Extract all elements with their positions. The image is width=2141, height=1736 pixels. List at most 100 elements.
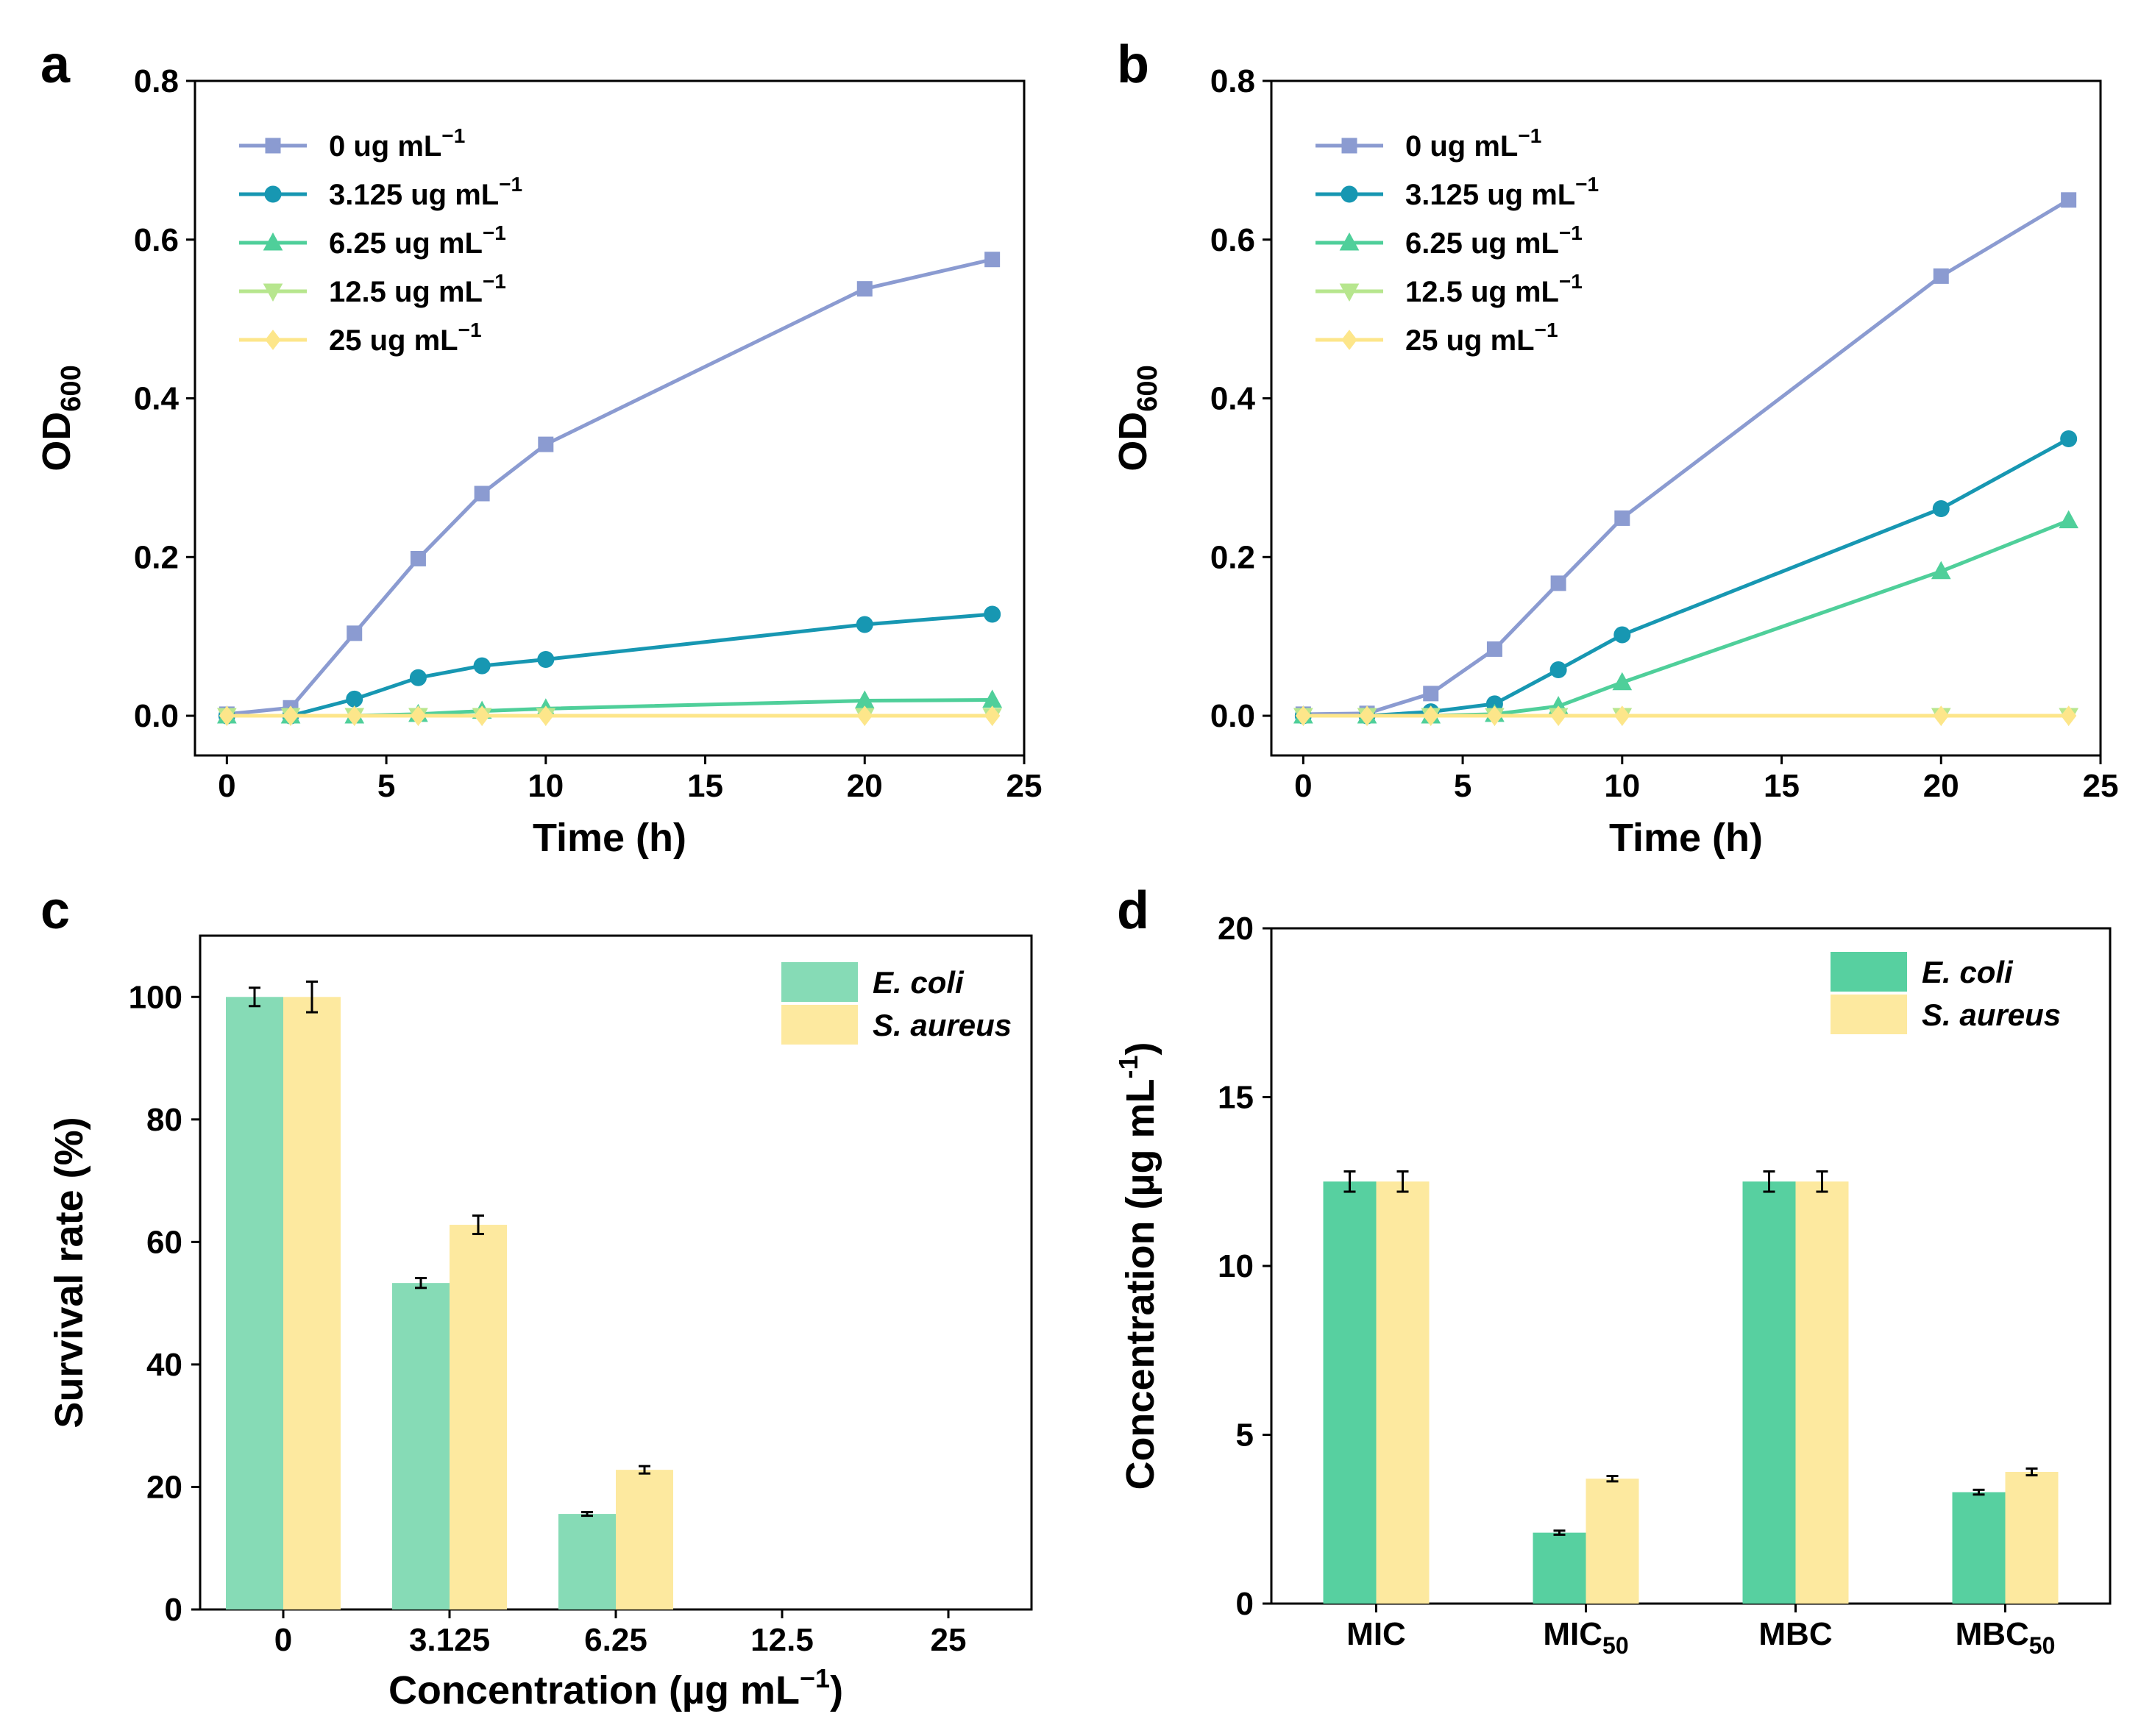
legend-label-text: 3.125 ug mL <box>1405 179 1575 211</box>
bar-e-coli <box>1323 1181 1377 1604</box>
bar-s-aureus <box>1376 1181 1430 1604</box>
series-line-2 <box>1303 519 2070 718</box>
data-point <box>410 705 427 726</box>
y-tick-label: 0.0 <box>1210 698 1255 734</box>
data-point <box>1933 705 1949 726</box>
x-axis-label: Time (h) <box>1609 816 1763 860</box>
bar-e-coli <box>1742 1181 1796 1604</box>
data-point <box>1549 661 1567 678</box>
y-axis-label-subscript: 600 <box>1132 365 1163 411</box>
y-axis-label-superscript: -1 <box>1113 1055 1143 1078</box>
data-point <box>1423 686 1439 702</box>
legend-label-superscript: −1 <box>441 124 465 147</box>
data-point <box>1612 672 1633 691</box>
legend-label-text: 3.125 ug mL <box>329 179 499 211</box>
legend-label-superscript: −1 <box>483 270 506 293</box>
legend-label-superscript: −1 <box>1518 124 1541 147</box>
legend-label: 0 ug mL−1 <box>329 124 465 163</box>
y-tick-label: 80 <box>146 1102 182 1138</box>
x-tick-label: MIC50 <box>1543 1616 1628 1659</box>
x-axis-label: Time (h) <box>533 816 686 860</box>
y-tick-label: 0 <box>165 1592 182 1628</box>
bar-s-aureus <box>283 997 341 1609</box>
data-point <box>346 690 363 708</box>
legend-label: 12.5 ug mL−1 <box>1405 270 1583 308</box>
y-tick-label: 0 <box>1236 1586 1254 1622</box>
panel-letter: d <box>1117 881 1149 940</box>
series-line-0 <box>227 257 993 716</box>
legend-marker <box>263 283 283 302</box>
data-point <box>1932 499 1950 517</box>
y-axis-label-main: OD <box>1111 412 1155 472</box>
legend-label: 25 ug mL−1 <box>329 319 482 357</box>
legend-marker <box>1339 232 1360 251</box>
legend-label-superscript: −1 <box>499 173 522 196</box>
y-tick-label: 15 <box>1218 1080 1254 1116</box>
panel-letter: c <box>40 881 70 940</box>
x-tick-label-subscript: 50 <box>2029 1632 2056 1659</box>
data-point <box>1359 705 1375 726</box>
legend-label-text: 25 ug mL <box>329 324 458 357</box>
legend-label-superscript: −1 <box>1559 270 1583 293</box>
legend-label: E. coli <box>873 965 965 1000</box>
legend-marker <box>1341 185 1358 203</box>
x-tick-label: MBC <box>1758 1616 1832 1652</box>
x-tick-label: 12.5 <box>750 1622 814 1658</box>
y-tick-label: 0.2 <box>1210 539 1255 575</box>
legend-label-superscript: −1 <box>1575 173 1599 196</box>
x-tick-label: 10 <box>528 768 564 804</box>
y-axis-label-main: OD <box>35 412 79 472</box>
plot-frame <box>193 79 1026 757</box>
series-line-0 <box>1303 198 2070 716</box>
panel-a: a 0 5 10 15 20 25 0.0 0.2 0.4 0.6 0.8 Time (h) OD600 0… <box>35 35 1042 860</box>
legend-label: S. aureus <box>1922 997 2061 1032</box>
data-point <box>856 281 873 297</box>
x-tick-label: 0 <box>218 768 235 804</box>
legend-marker <box>1341 330 1357 350</box>
data-point <box>1550 705 1566 726</box>
legend-swatch <box>1831 952 1907 992</box>
y-tick-label: 60 <box>146 1224 182 1260</box>
data-point <box>1423 705 1439 726</box>
legend-label-text: 6.25 ug mL <box>329 227 483 260</box>
x-tick-label: 25 <box>2083 768 2119 804</box>
x-tick-label-main: MIC <box>1346 1616 1406 1652</box>
y-axis-label-end: ) <box>1118 1042 1162 1055</box>
x-tick-label: 20 <box>1923 768 1959 804</box>
series-line-1 <box>227 612 993 718</box>
data-point <box>1613 626 1631 644</box>
x-tick-label: 3.125 <box>409 1622 490 1658</box>
legend-marker <box>265 330 281 350</box>
y-tick-label: 0.6 <box>1210 222 1255 258</box>
data-point <box>219 705 235 726</box>
bar-e-coli <box>392 1283 450 1609</box>
legend-label: 25 ug mL−1 <box>1405 319 1558 357</box>
y-axis-label: Concentration (µg mL-1) <box>1113 1042 1162 1490</box>
legend-swatch <box>1831 995 1907 1034</box>
y-tick-label: 10 <box>1218 1248 1254 1284</box>
y-tick-label: 40 <box>146 1347 182 1383</box>
panel-letter: b <box>1117 35 1149 94</box>
y-axis-label-main: Survival rate (%) <box>47 1117 91 1428</box>
bar-s-aureus <box>1586 1479 1639 1604</box>
bar-s-aureus <box>1795 1181 1849 1604</box>
bar-e-coli <box>1533 1532 1586 1604</box>
x-axis-label-superscript: −1 <box>800 1663 830 1693</box>
panel-letter: a <box>40 35 71 94</box>
legend-label: 6.25 ug mL−1 <box>329 221 506 260</box>
y-tick-label: 0.8 <box>1210 63 1255 99</box>
y-axis-label: OD600 <box>1111 365 1163 471</box>
x-tick-label-subscript: 50 <box>1602 1632 1629 1659</box>
data-point <box>1614 705 1630 726</box>
y-tick-label: 20 <box>1218 911 1254 947</box>
y-tick-label: 20 <box>146 1469 182 1505</box>
x-tick-label: 15 <box>1764 768 1800 804</box>
y-tick-label: 0.4 <box>1210 381 1256 417</box>
legend-label-text: 25 ug mL <box>1405 324 1535 357</box>
bar-s-aureus <box>450 1225 507 1609</box>
x-tick-label: 25 <box>931 1622 967 1658</box>
data-point <box>2061 192 2077 208</box>
y-axis-label: Survival rate (%) <box>47 1117 91 1428</box>
